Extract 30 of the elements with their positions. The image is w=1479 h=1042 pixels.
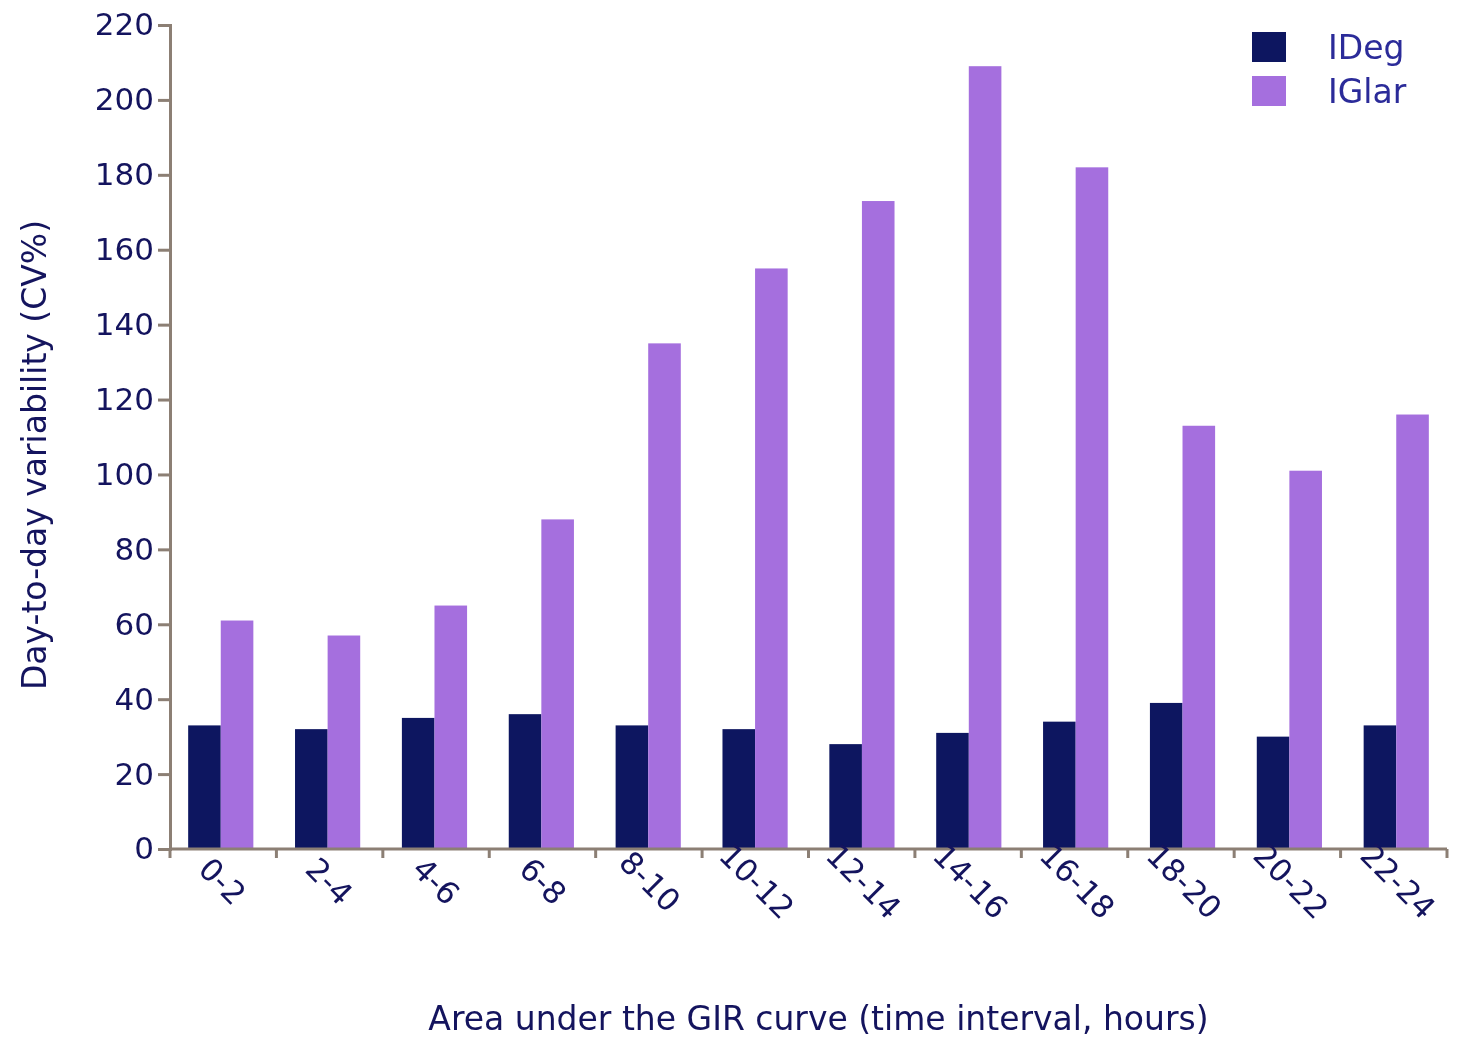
y-tick-label: 0 xyxy=(134,830,154,867)
bar xyxy=(220,620,254,849)
x-axis-title: Area under the GIR curve (time interval, hours) xyxy=(428,999,1209,1038)
y-tick-label: 180 xyxy=(94,156,154,193)
y-tick-label: 120 xyxy=(94,380,154,417)
y-tick-label: 20 xyxy=(114,755,154,792)
y-tick-label: 40 xyxy=(114,680,154,717)
y-axis-title: Day-to-day variability (CV%) xyxy=(15,219,54,691)
x-tick-label: 2-4 xyxy=(298,850,361,912)
bar xyxy=(327,635,361,849)
bar xyxy=(508,714,542,849)
y-tick-label: 100 xyxy=(94,455,154,492)
bar xyxy=(648,343,681,849)
bar xyxy=(295,729,328,849)
y-tick-label: 80 xyxy=(114,530,154,567)
y-tick-label: 220 xyxy=(94,6,154,43)
x-tick-label: 4-6 xyxy=(405,850,467,912)
legend-label: IGlar xyxy=(1328,72,1407,111)
y-tick-label: 200 xyxy=(94,81,154,118)
bar xyxy=(188,725,221,849)
legend-label: IDeg xyxy=(1328,28,1405,67)
bar xyxy=(541,519,574,849)
x-tick-label: 0-2 xyxy=(191,850,254,912)
x-tick-label: 6-8 xyxy=(512,850,574,912)
bar xyxy=(615,725,649,849)
bar xyxy=(434,605,468,849)
y-tick-label: 160 xyxy=(94,231,154,268)
bar xyxy=(401,717,435,849)
y-tick-label: 60 xyxy=(114,605,154,642)
y-tick-label: 140 xyxy=(94,306,154,343)
